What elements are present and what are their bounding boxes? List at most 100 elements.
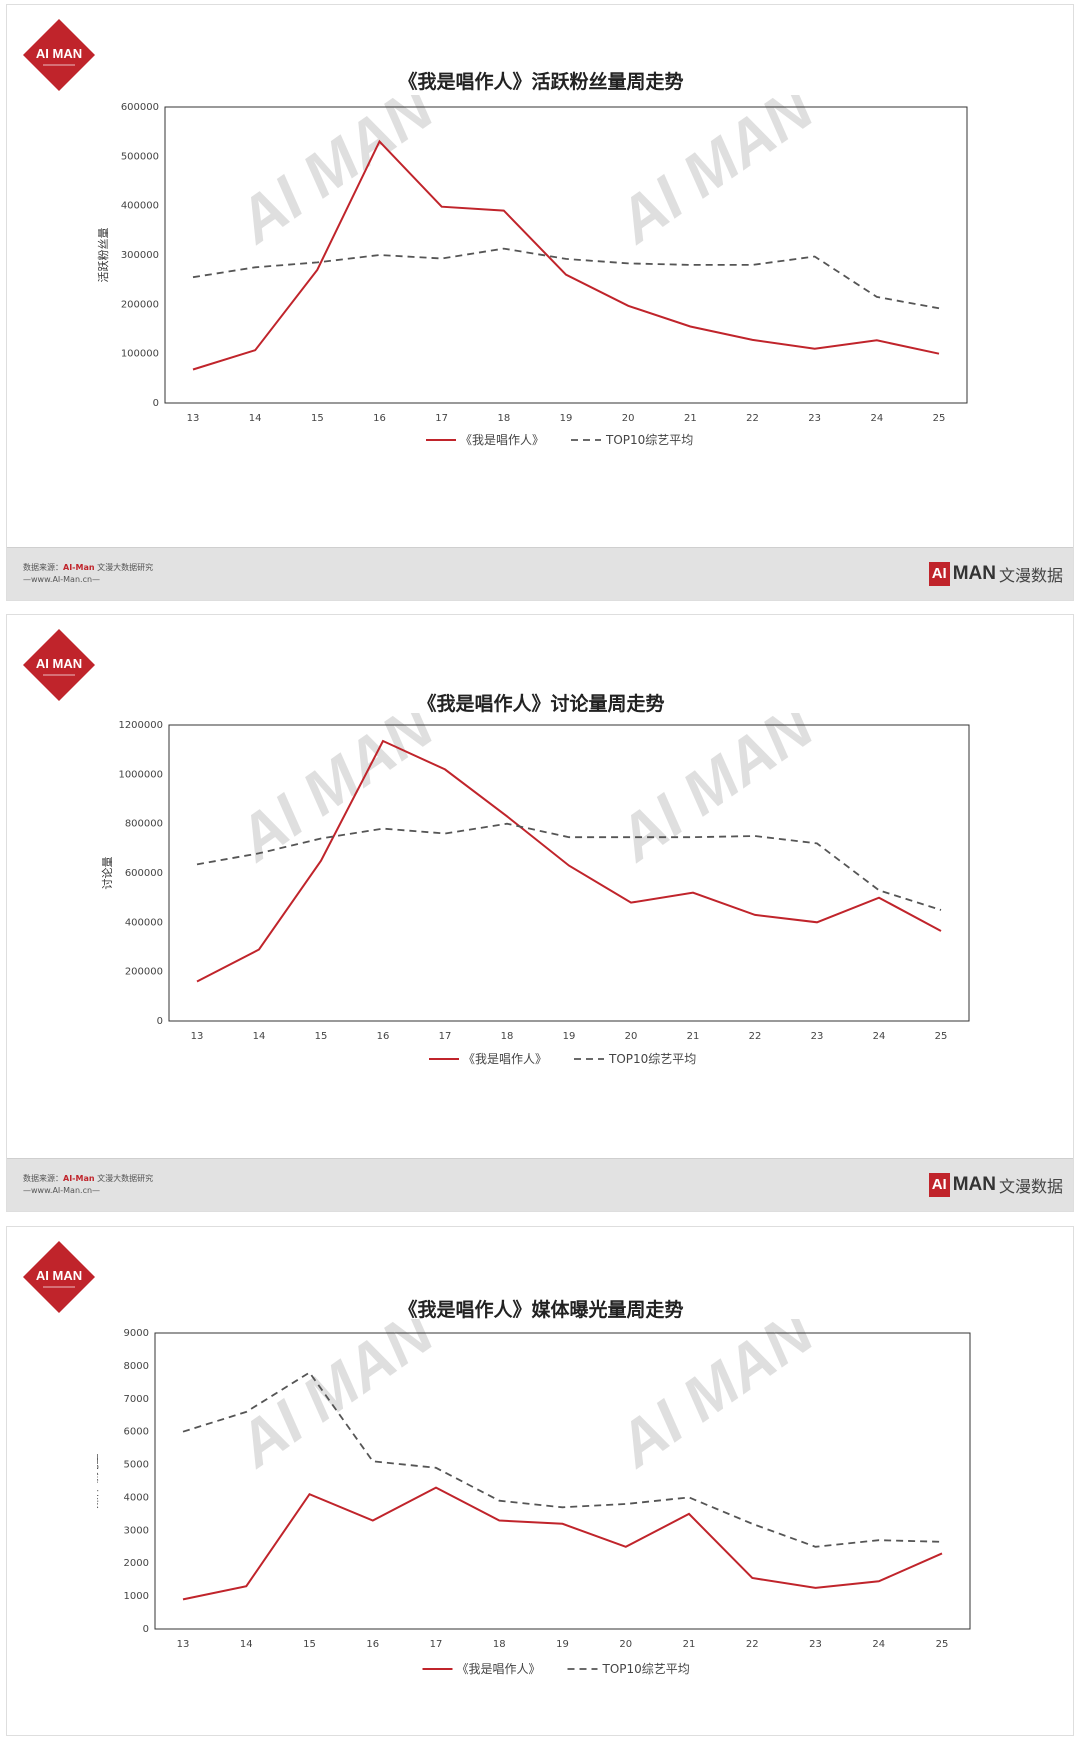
- y-tick-label: 1200000: [118, 720, 163, 731]
- watermark-text: AI MAN: [604, 95, 827, 258]
- aiman-logo: AI MAN: [23, 19, 95, 91]
- watermark-text: AI MAN: [224, 713, 447, 876]
- x-tick-label: 23: [808, 413, 821, 424]
- svg-text:AI MAN: AI MAN: [36, 46, 82, 61]
- x-tick-label: 20: [625, 1031, 638, 1042]
- watermark: AI MAN: [224, 713, 447, 876]
- legend-label-main: 《我是唱作人》: [460, 433, 544, 447]
- line-chart: AI MAN AI MAN0100000200000300000400000500…: [97, 95, 968, 447]
- x-tick-label: 14: [253, 1031, 266, 1042]
- x-tick-label: 20: [622, 413, 635, 424]
- x-tick-label: 16: [377, 1031, 390, 1042]
- x-tick-label: 19: [560, 413, 573, 424]
- aiman-logo: AI MAN: [23, 629, 95, 701]
- chart-panel-media: AI MAN 《我是唱作人》媒体曝光量周走势 AI MAN AI MAN 0 1000…: [6, 1226, 1074, 1736]
- line-chart: AI MAN AI MAN 0 200000 400000 600000 800000 100…: [100, 713, 970, 1066]
- y-tick-label: 6000: [124, 1427, 149, 1438]
- y-tick-label: 300000: [121, 250, 159, 261]
- x-tick-label: 24: [870, 413, 883, 424]
- aiman-logo: AI MAN: [23, 1241, 95, 1313]
- y-tick-label: 100000: [121, 349, 159, 360]
- line-chart: AI MAN AI MAN 0 1000 2000 3000 4000 5000 6000 700…: [97, 1319, 971, 1676]
- x-tick-label: 25: [936, 1639, 949, 1650]
- plot-frame: [168, 724, 970, 1022]
- y-tick-label: 8000: [124, 1361, 149, 1372]
- series-line-main: [192, 139, 940, 371]
- x-tick-label: 13: [177, 1639, 190, 1650]
- series-line-avg: [182, 1371, 943, 1548]
- y-tick-label: 9000: [124, 1328, 149, 1339]
- x-tick-label: 22: [746, 1639, 759, 1650]
- y-tick-label: 2000: [124, 1558, 149, 1569]
- footer-source: 数据来源：AI-Man 文漫大数据研究 —www.AI-Man.cn—: [23, 1174, 154, 1195]
- y-tick-label: 400000: [121, 201, 159, 212]
- y-tick-label: 5000: [124, 1460, 149, 1471]
- footer-brand: AI MAN 文漫数据: [928, 560, 1063, 588]
- legend-label-avg: TOP10综艺平均: [608, 1052, 696, 1066]
- footer-bar: 数据来源：AI-Man 文漫大数据研究 —www.AI-Man.cn— AI M…: [7, 547, 1073, 600]
- y-tick-label: 600000: [125, 868, 163, 879]
- chart-panel-discussion: AI MAN 《我是唱作人》讨论量周走势 AI MAN AI MAN 0 200000…: [6, 614, 1074, 1212]
- watermark: AI MAN: [224, 1319, 447, 1482]
- y-axis-label: 媒体曝光量: [97, 1454, 100, 1509]
- x-tick-label: 24: [873, 1031, 886, 1042]
- y-tick-label: 3000: [124, 1525, 149, 1536]
- x-tick-label: 22: [749, 1031, 762, 1042]
- chart-title: 《我是唱作人》活跃粉丝量周走势: [398, 71, 684, 93]
- y-tick-label: 0: [157, 1016, 163, 1027]
- x-tick-label: 23: [811, 1031, 824, 1042]
- x-tick-label: 25: [935, 1031, 948, 1042]
- chart-title: 《我是唱作人》讨论量周走势: [417, 693, 665, 715]
- x-tick-label: 19: [556, 1639, 569, 1650]
- x-tick-label: 15: [311, 413, 324, 424]
- svg-text:AI MAN: AI MAN: [36, 656, 82, 671]
- y-tick-label: 500000: [121, 151, 159, 162]
- y-tick-label: 400000: [125, 917, 163, 928]
- footer-source: 数据来源：AI-Man 文漫大数据研究 —www.AI-Man.cn—: [23, 563, 154, 584]
- x-tick-label: 18: [501, 1031, 514, 1042]
- footer-bar: 数据来源：AI-Man 文漫大数据研究 —www.AI-Man.cn— AI M…: [7, 1158, 1073, 1211]
- watermark-text: AI MAN: [224, 1319, 447, 1482]
- x-tick-label: 16: [366, 1639, 379, 1650]
- x-tick-label: 13: [187, 413, 200, 424]
- x-tick-label: 23: [809, 1639, 822, 1650]
- y-tick-label: 1000000: [118, 769, 163, 780]
- svg-text:AI MAN: AI MAN: [36, 1268, 82, 1283]
- watermark: AI MAN: [604, 1319, 827, 1482]
- x-tick-label: 20: [619, 1639, 632, 1650]
- x-tick-label: 17: [430, 1639, 443, 1650]
- x-tick-label: 17: [435, 413, 448, 424]
- x-tick-label: 18: [493, 1639, 506, 1650]
- x-tick-label: 15: [315, 1031, 328, 1042]
- chart-panel-fans: AI MAN 《我是唱作人》活跃粉丝量周走势 AI MAN AI MAN 0 1000…: [6, 4, 1074, 601]
- watermark-text: AI MAN: [604, 713, 827, 876]
- x-tick-label: 21: [683, 1639, 696, 1650]
- y-tick-label: 200000: [121, 299, 159, 310]
- legend-label-main: 《我是唱作人》: [457, 1662, 541, 1676]
- footer-url: —www.AI-Man.cn—: [23, 575, 101, 584]
- watermark-text: AI MAN: [604, 1319, 827, 1482]
- x-tick-label: 16: [373, 413, 386, 424]
- x-tick-label: 17: [439, 1031, 452, 1042]
- y-tick-label: 0: [153, 398, 159, 409]
- footer-brand: AI MAN 文漫数据: [928, 1171, 1063, 1199]
- footer-url: —www.AI-Man.cn—: [23, 1186, 101, 1195]
- x-tick-label: 25: [933, 413, 946, 424]
- x-tick-label: 14: [249, 413, 262, 424]
- chart-title: 《我是唱作人》媒体曝光量周走势: [398, 1299, 684, 1321]
- y-tick-label: 200000: [125, 967, 163, 978]
- y-axis-label: 活跃粉丝量: [97, 228, 110, 283]
- y-tick-label: 1000: [124, 1591, 149, 1602]
- x-tick-label: 24: [872, 1639, 885, 1650]
- x-tick-label: 15: [303, 1639, 316, 1650]
- plot-frame: [154, 1332, 971, 1630]
- y-tick-label: 0: [143, 1624, 149, 1635]
- y-tick-label: 4000: [124, 1492, 149, 1503]
- x-tick-label: 21: [687, 1031, 700, 1042]
- series-line-main: [182, 1486, 943, 1601]
- y-tick-label: 600000: [121, 102, 159, 113]
- plot-frame: [164, 106, 968, 404]
- y-tick-label: 800000: [125, 819, 163, 830]
- y-tick-label: 7000: [124, 1394, 149, 1405]
- x-tick-label: 21: [684, 413, 697, 424]
